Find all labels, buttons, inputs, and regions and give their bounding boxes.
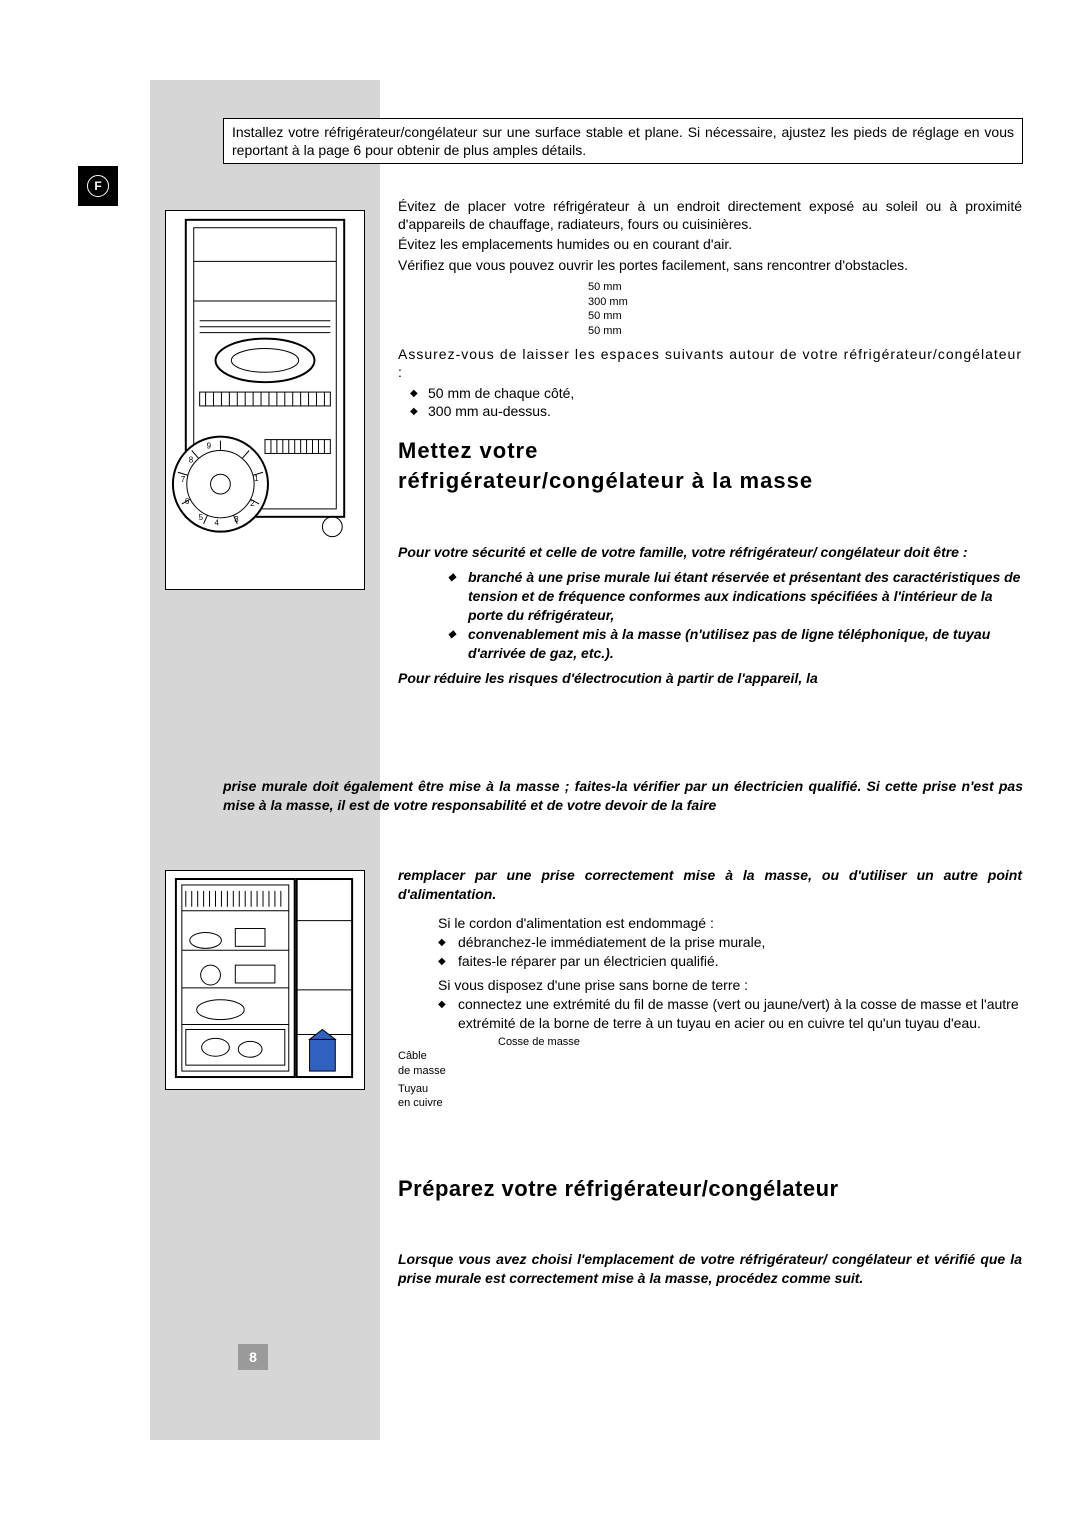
clearance-2: 50 mm [588, 309, 1022, 324]
placement-bullet-1: 300 mm au-dessus. [410, 402, 1022, 420]
placement-p1: Évitez de placer votre réfrigérateur à u… [398, 197, 1022, 233]
label-cosse: Cosse de masse [498, 1035, 1022, 1049]
col2b-lead: remplacer par une prise correctement mis… [398, 866, 1022, 904]
heading1-line1: Mettez votre [398, 436, 1022, 466]
dial-7: 7 [181, 475, 185, 484]
q1-item-1: faites-le réparer par un électricien qua… [438, 952, 1022, 971]
dial-9: 9 [207, 442, 212, 451]
safety-block: Pour votre sécurité et celle de votre fa… [398, 543, 1022, 687]
q1: Si le cordon d'alimentation est endommag… [438, 914, 1022, 933]
figure-fridge-dial: 1 2 3 4 5 6 7 8 9 [165, 210, 365, 590]
language-badge: F [78, 166, 118, 206]
safety-item-1: convenablement mis à la masse (n'utilise… [448, 625, 1022, 663]
q2-list: connectez une extrémité du fil de masse … [438, 995, 1022, 1033]
q1-list: débranchez-le immédiatement de la prise … [438, 933, 1022, 971]
dial-5: 5 [199, 513, 204, 522]
safety-tail: Pour réduire les risques d'électrocution… [398, 669, 1022, 688]
figure-fridge-open [165, 870, 365, 1090]
label-tuyau: Tuyau en cuivre [398, 1082, 1022, 1111]
placement-bullet-0: 50 mm de chaque côté, [410, 384, 1022, 402]
safety-item-0: branché à une prise murale lui étant rés… [448, 568, 1022, 625]
placement-bullets: 50 mm de chaque côté, 300 mm au-dessus. [410, 384, 1022, 420]
column-placement: Évitez de placer votre réfrigérateur à u… [398, 197, 1022, 689]
intro-text: Installez votre réfrigérateur/congélateu… [232, 124, 1014, 158]
dial-8: 8 [189, 455, 194, 464]
language-badge-letter: F [87, 175, 109, 197]
clearance-0: 50 mm [588, 280, 1022, 295]
heading-prepare: Préparez votre réfrigérateur/congélateur [398, 1176, 1022, 1202]
q2: Si vous disposez d'une prise sans borne … [438, 976, 1022, 995]
clearance-list: 50 mm 300 mm 50 mm 50 mm [588, 280, 1022, 339]
dial-1: 1 [254, 474, 259, 483]
placement-p4: Assurez-vous de laisser les espaces suiv… [398, 345, 1022, 381]
heading-grounding: Mettez votre réfrigérateur/congélateur à… [398, 436, 1022, 495]
final-paragraph: Lorsque vous avez choisi l'emplacement d… [398, 1250, 1022, 1288]
placement-p3: Vérifiez que vous pouvez ouvrir les port… [398, 256, 1022, 274]
dial-3: 3 [234, 515, 239, 524]
safety-list: branché à une prise murale lui étant rés… [448, 568, 1022, 662]
safety-lead: Pour votre sécurité et celle de votre fa… [398, 543, 1022, 562]
label-cable: Câble de masse [398, 1049, 1022, 1078]
column-grounding-cont: remplacer par une prise correctement mis… [398, 866, 1022, 1111]
clearance-1: 300 mm [588, 295, 1022, 310]
intro-box: Installez votre réfrigérateur/congélateu… [223, 118, 1023, 164]
clearance-3: 50 mm [588, 324, 1022, 339]
dial-4: 4 [215, 519, 220, 528]
heading1-line2: réfrigérateur/congélateur à la masse [398, 466, 1022, 496]
page-number: 8 [238, 1344, 268, 1370]
fullwidth-italic-1: prise murale doit également être mise à … [223, 777, 1023, 815]
dial-6: 6 [185, 497, 190, 506]
q1-item-0: débranchez-le immédiatement de la prise … [438, 933, 1022, 952]
q2-item-0: connectez une extrémité du fil de masse … [438, 995, 1022, 1033]
placement-p2: Évitez les emplacements humides ou en co… [398, 235, 1022, 253]
dial-2: 2 [250, 499, 254, 508]
